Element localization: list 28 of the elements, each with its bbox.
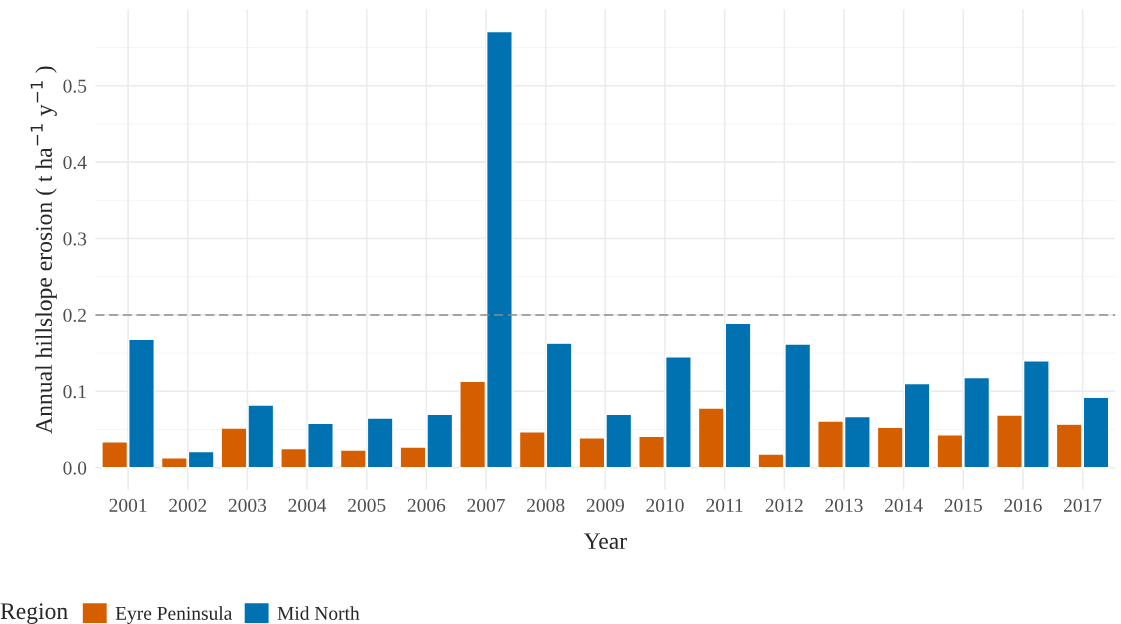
x-tick-label: 2002	[169, 498, 207, 512]
x-tick-label: 2015	[944, 498, 982, 512]
x-axis-title: Year	[583, 533, 627, 550]
legend-label: Mid North	[277, 606, 360, 620]
x-tick-label: 2003	[228, 498, 267, 512]
y-tick-label: 0.3	[63, 232, 87, 246]
legend-label: Eyre Peninsula	[115, 606, 233, 624]
x-tick-label: 2010	[646, 498, 684, 512]
x-tick-label: 2016	[1004, 498, 1042, 512]
x-tick-label: 2017	[1063, 498, 1102, 512]
y-tick-label: 0.2	[63, 308, 86, 322]
y-tick-label: 0.0	[63, 461, 87, 475]
y-axis-title: Annual hillslope erosion ( t ha$^{−1}$ y$^{−1}$ )	[30, 66, 57, 434]
x-tick-label: 2014	[885, 498, 923, 512]
x-tick-label: 2006	[407, 498, 446, 512]
y-tick-label: 0.1	[63, 385, 86, 399]
x-tick-label: 2009	[586, 498, 624, 512]
x-tick-label: 2007	[467, 498, 505, 512]
x-tick-label: 2013	[825, 498, 863, 512]
y-tick-label: 0.4	[63, 155, 87, 170]
legend-title: Region	[0, 603, 68, 624]
x-tick-label: 2011	[706, 498, 743, 512]
x-tick-label: 2008	[527, 498, 565, 512]
x-tick-label: 2001	[109, 498, 147, 512]
x-tick-label: 2004	[288, 498, 327, 512]
y-tick-label: 0.5	[63, 79, 87, 93]
x-tick-label: 2012	[765, 498, 803, 512]
x-tick-label: 2005	[348, 498, 386, 512]
